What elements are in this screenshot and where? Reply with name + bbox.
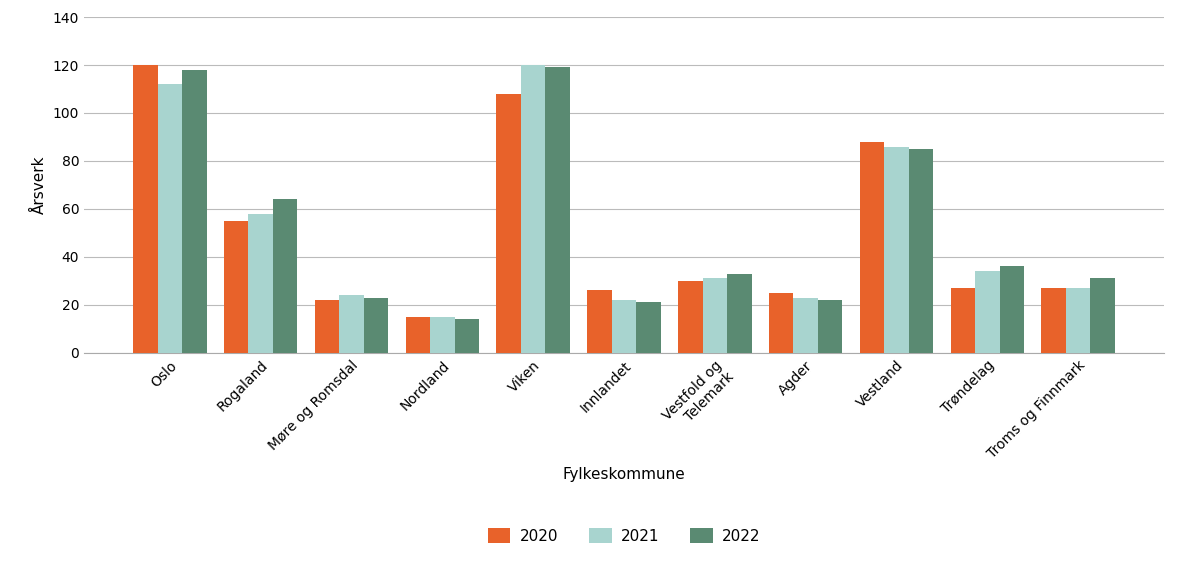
Bar	[1091, 278, 1115, 353]
Bar	[976, 271, 1000, 353]
Bar	[1066, 288, 1091, 353]
Bar	[157, 84, 182, 353]
Bar	[636, 303, 661, 353]
Bar	[793, 298, 818, 353]
Bar	[818, 300, 842, 353]
Bar	[182, 70, 206, 353]
Bar	[455, 319, 479, 353]
Bar	[364, 298, 389, 353]
Bar	[497, 94, 521, 353]
Bar	[678, 281, 702, 353]
Bar	[521, 65, 546, 353]
Bar	[727, 274, 751, 353]
Bar	[224, 221, 248, 353]
Bar	[702, 278, 727, 353]
Bar	[133, 65, 157, 353]
Bar	[430, 317, 455, 353]
Bar	[1042, 288, 1066, 353]
Bar	[884, 147, 908, 353]
Bar	[1000, 266, 1024, 353]
Bar	[406, 317, 430, 353]
Bar	[587, 290, 612, 353]
Bar	[612, 300, 636, 353]
Bar	[950, 288, 976, 353]
Bar	[769, 293, 793, 353]
X-axis label: Fylkeskommune: Fylkeskommune	[563, 467, 685, 482]
Bar	[340, 295, 364, 353]
Bar	[908, 149, 934, 353]
Bar	[272, 199, 298, 353]
Bar	[314, 300, 340, 353]
Bar	[248, 214, 272, 353]
Bar	[859, 142, 884, 353]
Y-axis label: Årsverk: Årsverk	[32, 156, 47, 214]
Legend: 2020, 2021, 2022: 2020, 2021, 2022	[481, 522, 767, 550]
Bar	[546, 68, 570, 353]
